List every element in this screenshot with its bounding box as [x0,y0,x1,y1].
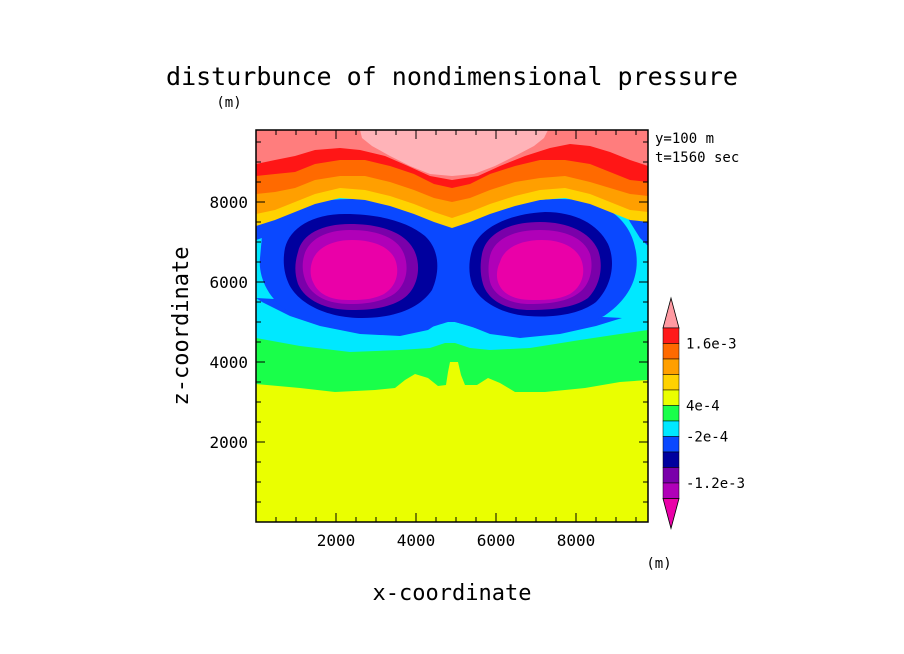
unit-label-top: (m) [216,95,241,111]
axes: 2000 4000 6000 8000 2000 4000 6000 8000 [209,129,649,550]
colorbar-swatch [662,327,680,344]
colorbar-swatch [662,420,680,437]
plot-frame [255,129,649,523]
y-axis-tick-labels: 2000 4000 6000 8000 [209,193,248,452]
colorbar-swatch [662,467,680,484]
annotation-t: t=1560 sec [655,150,739,166]
contour-level-n18 [310,240,584,300]
colorbar-swatch [662,343,680,360]
colorbar-upper-extension [662,296,680,329]
x-axis-tick-labels: 2000 4000 6000 8000 [317,531,596,550]
y-tick-label: 8000 [209,193,248,212]
colorbar [662,296,680,531]
x-tick-label: 4000 [397,531,436,550]
annotation-y: y=100 m [655,131,714,147]
colorbar-label: 1.6e-3 [686,337,737,353]
colorbar-swatch [662,482,680,499]
colorbar-label: 4e-4 [686,399,720,415]
contour-field [256,130,648,522]
colorbar-lower-extension [662,498,680,531]
colorbar-swatch [662,451,680,468]
x-axis-label: x-coordinate [373,581,532,606]
colorbar-swatch [662,405,680,422]
x-axis-ticks [275,130,637,522]
colorbar-swatch [662,389,680,406]
x-tick-label: 8000 [557,531,596,550]
chart-title: disturbunce of nondimensional pressure [166,62,738,91]
y-tick-label: 6000 [209,273,248,292]
contour-level-l16 [360,130,548,176]
y-tick-label: 4000 [209,353,248,372]
y-axis-ticks [256,141,648,503]
colorbar-labels: 1.6e-3 4e-4 -2e-4 -1.2e-3 [686,337,745,493]
colorbar-swatch [662,374,680,391]
x-tick-label: 6000 [477,531,516,550]
colorbar-label: -2e-4 [686,430,728,446]
y-tick-label: 2000 [209,433,248,452]
colorbar-swatch [662,358,680,375]
y-axis-label: z-coordinate [169,247,194,406]
x-tick-label: 2000 [317,531,356,550]
colorbar-label: -1.2e-3 [686,476,745,492]
colorbar-unit-label: (m) [646,556,671,572]
colorbar-swatch [662,436,680,453]
